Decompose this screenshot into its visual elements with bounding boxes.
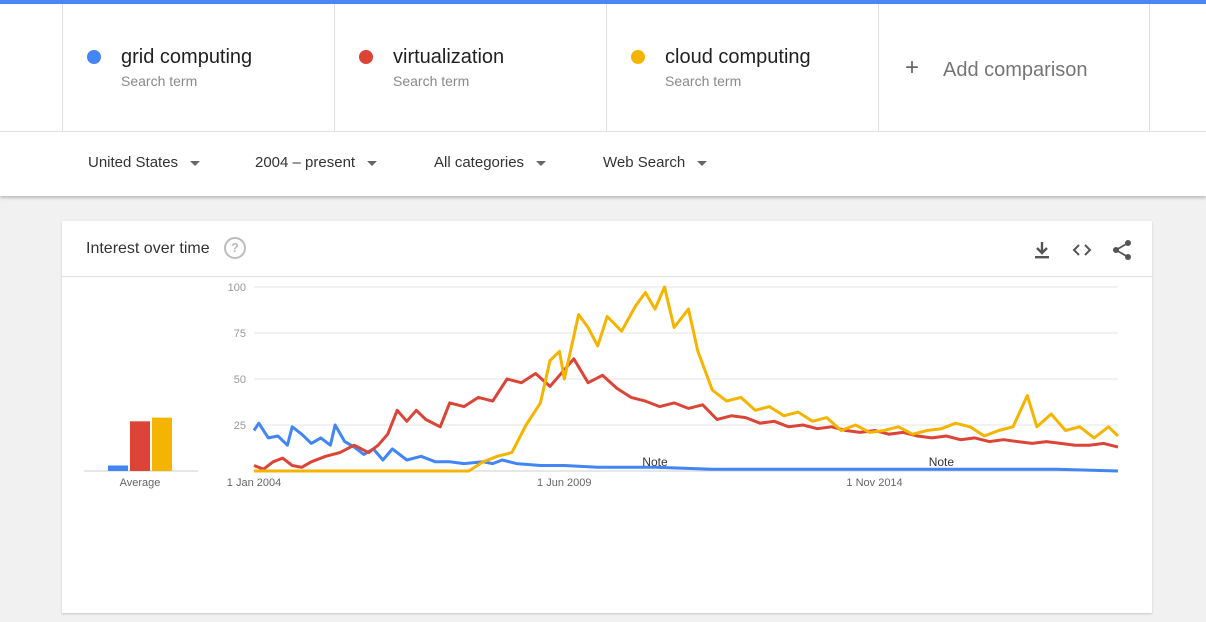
term-type-label: Search term: [393, 73, 470, 89]
average-label: Average: [120, 477, 161, 489]
series-color-dot: [87, 50, 101, 64]
region-dropdown[interactable]: United States: [88, 154, 201, 171]
average-bar-grid-computing: [108, 465, 128, 471]
average-bar-cloud-computing: [152, 417, 172, 471]
share-icon[interactable]: [1110, 238, 1134, 262]
interest-over-time-chart: Average 25 50 75 100 1 Jan 2004 1 Jun 2009 1 N…: [84, 282, 1120, 489]
chart-note[interactable]: Note: [642, 455, 668, 469]
series-color-dot: [631, 50, 645, 64]
card-divider: [62, 276, 1152, 277]
add-comparison-label: Add comparison: [943, 59, 1088, 81]
search-type-value: Web Search: [603, 154, 686, 171]
search-type-dropdown[interactable]: Web Search: [603, 154, 708, 171]
help-icon[interactable]: ?: [224, 237, 246, 259]
x-tick-label: 1 Jan 2004: [227, 477, 281, 489]
category-value: All categories: [434, 154, 525, 171]
term-name: grid computing: [121, 46, 253, 68]
term-card-virtualization[interactable]: virtualization Search term: [334, 4, 606, 131]
interest-over-time-card: Interest over time ? Average 25 50 75 100 1 …: [62, 221, 1152, 613]
average-bar-virtualization: [130, 421, 150, 471]
download-icon[interactable]: [1030, 238, 1054, 262]
comparison-header: grid computing Search term virtualizatio…: [0, 4, 1206, 131]
y-tick-label: 75: [234, 328, 246, 340]
term-name: cloud computing: [665, 46, 811, 68]
caret-down-icon: [367, 160, 378, 166]
category-dropdown[interactable]: All categories: [434, 154, 547, 171]
series-color-dot: [359, 50, 373, 64]
term-type-label: Search term: [665, 73, 742, 89]
series-line-virtualization[interactable]: [253, 357, 1119, 471]
term-type-label: Search term: [121, 73, 198, 89]
plus-icon: +: [905, 54, 920, 81]
x-tick-label: 1 Jun 2009: [537, 477, 591, 489]
time-range-dropdown[interactable]: 2004 – present: [255, 154, 378, 171]
series-line-grid-computing[interactable]: [252, 421, 1119, 473]
top-accent-line: [0, 0, 1206, 4]
chart-note[interactable]: Note: [929, 455, 955, 469]
caret-down-icon: [697, 160, 708, 166]
y-tick-label: 100: [228, 282, 246, 294]
x-tick-label: 1 Nov 2014: [846, 477, 902, 489]
term-name: virtualization: [393, 46, 505, 68]
add-comparison-button[interactable]: + Add comparison: [878, 4, 1150, 131]
caret-down-icon: [536, 160, 547, 166]
y-tick-label: 50: [234, 374, 246, 386]
caret-down-icon: [190, 160, 201, 166]
filters-bar: United States 2004 – present All categor…: [0, 131, 1206, 196]
term-card-cloud-computing[interactable]: cloud computing Search term: [606, 4, 878, 131]
term-card-grid-computing[interactable]: grid computing Search term: [62, 4, 334, 131]
series-line-cloud-computing[interactable]: [254, 285, 1120, 473]
time-range-value: 2004 – present: [255, 154, 356, 171]
y-tick-label: 25: [234, 420, 246, 432]
embed-code-icon[interactable]: [1070, 238, 1094, 262]
terms-row: grid computing Search term virtualizatio…: [62, 4, 1150, 131]
region-value: United States: [88, 154, 179, 171]
card-title: Interest over time: [86, 240, 210, 257]
